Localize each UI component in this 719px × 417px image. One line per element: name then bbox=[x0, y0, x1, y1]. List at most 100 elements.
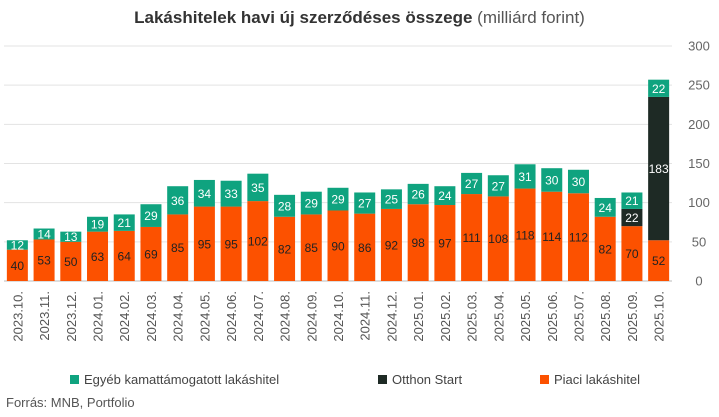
legend-item-otthon-start: Otthon Start bbox=[378, 372, 462, 387]
legend-swatch-egyeb bbox=[70, 375, 79, 384]
data-label-2025.02.-series-0: 97 bbox=[438, 237, 452, 251]
data-label-2025.01.-series-2: 26 bbox=[411, 188, 425, 202]
data-label-2023.11.-series-2: 14 bbox=[37, 228, 51, 242]
bar-2025.08.-series-0 bbox=[594, 216, 616, 281]
data-label-2024.01.-series-0: 63 bbox=[91, 250, 105, 264]
data-label-2024.05.-series-0: 95 bbox=[198, 237, 212, 251]
x-tick-label-2024.01.: 2024.01. bbox=[91, 291, 106, 342]
y-tick-label-250: 250 bbox=[688, 78, 710, 93]
data-label-2024.03.-series-2: 29 bbox=[144, 209, 158, 223]
data-label-2024.10.-series-2: 29 bbox=[331, 193, 345, 207]
data-label-2025.05.-series-2: 31 bbox=[518, 170, 532, 184]
data-label-2024.02.-series-2: 21 bbox=[118, 216, 132, 230]
data-label-2025.10.-series-1: 183 bbox=[649, 162, 669, 176]
data-label-2024.04.-series-0: 85 bbox=[171, 241, 185, 255]
y-tick-label-0: 0 bbox=[695, 274, 702, 289]
data-label-2024.10.-series-0: 90 bbox=[331, 239, 345, 253]
bar-2024.03.-series-0 bbox=[140, 226, 162, 281]
data-label-2024.08.-series-2: 28 bbox=[278, 199, 292, 213]
bar-2024.06.-series-2 bbox=[220, 180, 242, 207]
bar-2023.10.-series-2 bbox=[6, 240, 28, 250]
bar-2024.09.-series-2 bbox=[300, 191, 322, 215]
data-label-2025.01.-series-0: 98 bbox=[411, 236, 425, 250]
data-label-2025.04.-series-2: 27 bbox=[492, 179, 506, 193]
x-tick-label-2024.09.: 2024.09. bbox=[304, 291, 319, 342]
bar-2025.05.-series-2 bbox=[514, 164, 536, 189]
legend-swatch-otthon-start bbox=[378, 375, 387, 384]
x-tick-label-2024.03.: 2024.03. bbox=[144, 291, 159, 342]
bar-2024.02.-series-2 bbox=[113, 214, 135, 231]
bar-2024.07.-series-2 bbox=[247, 173, 269, 202]
data-label-2023.11.-series-0: 53 bbox=[37, 254, 51, 268]
x-tick-label-2025.04.: 2025.04. bbox=[491, 291, 506, 342]
bar-2023.12.-series-0 bbox=[60, 241, 82, 281]
x-tick-label-2024.05.: 2024.05. bbox=[197, 291, 212, 342]
x-tick-label-2025.06.: 2025.06. bbox=[545, 291, 560, 342]
data-label-2024.09.-series-0: 85 bbox=[305, 241, 319, 255]
bar-2025.05.-series-0 bbox=[514, 188, 536, 281]
data-label-2024.06.-series-2: 33 bbox=[224, 187, 238, 201]
data-label-2024.12.-series-2: 25 bbox=[385, 193, 399, 207]
bar-2025.06.-series-2 bbox=[541, 168, 563, 192]
bar-2024.08.-series-0 bbox=[274, 216, 296, 281]
data-label-2023.12.-series-2: 13 bbox=[64, 230, 78, 244]
x-tick-label-2025.02.: 2025.02. bbox=[438, 291, 453, 342]
x-tick-label-2024.08.: 2024.08. bbox=[278, 291, 293, 342]
bar-2025.04.-series-2 bbox=[487, 175, 509, 197]
x-tick-label-2025.01.: 2025.01. bbox=[411, 291, 426, 342]
bar-2025.02.-series-2 bbox=[434, 186, 456, 206]
data-label-2024.05.-series-2: 34 bbox=[198, 187, 212, 201]
bar-2024.10.-series-2 bbox=[327, 187, 349, 211]
bar-2024.01.-series-2 bbox=[87, 216, 109, 232]
x-tick-label-2023.11.: 2023.11. bbox=[37, 291, 52, 341]
data-label-2024.02.-series-0: 64 bbox=[118, 249, 132, 263]
x-tick-label-2024.02.: 2024.02. bbox=[117, 291, 132, 342]
bar-2025.09.-series-1 bbox=[621, 208, 643, 227]
bar-2025.01.-series-0 bbox=[407, 204, 429, 281]
data-label-2025.10.-series-0: 52 bbox=[652, 254, 666, 268]
data-label-2025.04.-series-0: 108 bbox=[488, 232, 508, 246]
bar-2024.12.-series-0 bbox=[380, 208, 402, 281]
y-tick-label-300: 300 bbox=[688, 39, 710, 54]
y-tick-label-100: 100 bbox=[688, 195, 710, 210]
data-label-2025.06.-series-2: 30 bbox=[545, 173, 559, 187]
x-tick-label-2025.05.: 2025.05. bbox=[518, 291, 533, 342]
data-label-2024.01.-series-2: 19 bbox=[91, 218, 105, 232]
bar-2025.10.-series-1 bbox=[648, 96, 670, 241]
data-label-2024.06.-series-0: 95 bbox=[224, 237, 238, 251]
data-label-2025.05.-series-0: 118 bbox=[515, 228, 534, 242]
x-tick-label-2023.10.: 2023.10. bbox=[10, 291, 25, 342]
bar-2025.09.-series-0 bbox=[621, 226, 643, 281]
x-tick-label-2025.07.: 2025.07. bbox=[571, 291, 586, 342]
legend-swatch-piaci bbox=[540, 375, 549, 384]
bar-2025.10.-series-0 bbox=[648, 240, 670, 281]
data-label-2024.07.-series-2: 35 bbox=[251, 181, 265, 195]
legend-label-piaci: Piaci lakáshitel bbox=[554, 372, 640, 387]
bar-2024.09.-series-0 bbox=[300, 214, 322, 281]
bar-2024.04.-series-2 bbox=[167, 186, 189, 215]
y-tick-label-50: 50 bbox=[692, 234, 706, 249]
x-tick-label-2023.12.: 2023.12. bbox=[64, 291, 79, 342]
bar-2024.03.-series-2 bbox=[140, 204, 162, 227]
data-label-2024.12.-series-0: 92 bbox=[385, 238, 399, 252]
data-label-2025.02.-series-2: 24 bbox=[438, 189, 452, 203]
legend-label-egyeb: Egyéb kamattámogatott lakáshitel bbox=[84, 372, 280, 387]
x-tick-label-2024.07.: 2024.07. bbox=[251, 291, 266, 342]
data-label-2025.07.-series-2: 30 bbox=[572, 175, 586, 189]
bar-2024.10.-series-0 bbox=[327, 210, 349, 281]
data-label-2024.11.-series-0: 86 bbox=[358, 241, 372, 255]
x-tick-label-2024.12.: 2024.12. bbox=[384, 291, 399, 342]
bar-2025.07.-series-2 bbox=[567, 169, 589, 194]
x-tick-label-2024.11.: 2024.11. bbox=[358, 291, 373, 341]
data-label-2025.10.-series-2: 22 bbox=[652, 82, 666, 96]
data-label-2024.09.-series-2: 29 bbox=[305, 197, 319, 211]
data-label-2023.10.-series-2: 12 bbox=[11, 238, 25, 252]
legend-label-otthon-start: Otthon Start bbox=[392, 372, 463, 387]
bar-2024.08.-series-2 bbox=[274, 194, 296, 217]
data-label-2025.08.-series-2: 24 bbox=[599, 201, 613, 215]
data-label-2025.08.-series-0: 82 bbox=[599, 242, 613, 256]
bar-2024.06.-series-0 bbox=[220, 206, 242, 281]
x-tick-label-2025.08.: 2025.08. bbox=[598, 291, 613, 342]
bar-2024.04.-series-0 bbox=[167, 214, 189, 281]
